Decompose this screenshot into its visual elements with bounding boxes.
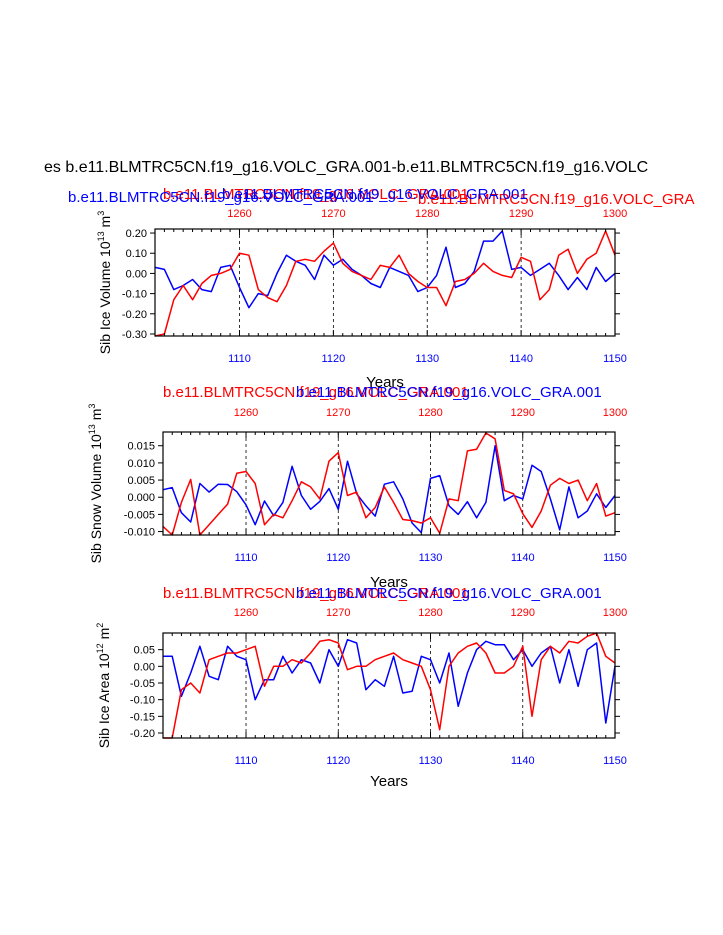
x-tick-label-bottom: 1120	[326, 552, 350, 564]
panel-title-red-overlap: b.e11.BLMTRC5CN.f19_g16.VOLC_GRA	[418, 191, 695, 208]
y-tick-label: -0.10	[130, 695, 155, 707]
x-axis-label: Years	[370, 773, 408, 790]
x-tick-label-bottom: 1150	[603, 353, 627, 365]
panel-2: b.e11.BLMTRC5CN.f19_g16.VOLC_GRA.001b.e1…	[87, 384, 627, 591]
x-tick-label-bottom: 1150	[603, 552, 627, 564]
x-tick-label-bottom: 1130	[419, 755, 443, 767]
x-tick-label-top: 1290	[511, 407, 535, 419]
plot-frame	[162, 431, 616, 536]
x-tick-label-top: 1280	[415, 208, 439, 220]
x-tick-label-top: 1260	[227, 208, 251, 220]
figure-title: es b.e11.BLMTRC5CN.f19_g16.VOLC_GRA.001-…	[44, 159, 648, 176]
x-tick-label-bottom: 1130	[415, 353, 439, 365]
panel-title-blue: b.e11.BLMTRC5CN.f19_g16.VOLC_GRA.001	[296, 384, 602, 401]
plot-frame	[154, 228, 616, 337]
x-tick-label-top: 1280	[418, 407, 442, 419]
x-tick-label-bottom: 1140	[509, 353, 533, 365]
x-axis-label: Years	[366, 374, 404, 391]
x-tick-label-bottom: 1140	[511, 552, 535, 564]
x-tick-label-top: 1290	[509, 208, 533, 220]
y-tick-label: -0.05	[130, 678, 155, 690]
y-tick-label: -0.20	[130, 728, 155, 740]
x-tick-label-bottom: 1110	[235, 552, 258, 564]
y-tick-label: 0.20	[126, 228, 147, 240]
y-axis-label: Sib Ice Area 1012 m2	[95, 623, 112, 749]
x-tick-label-top: 1300	[603, 607, 627, 619]
series-line-blue	[162, 444, 616, 534]
x-tick-label-top: 1290	[511, 607, 535, 619]
y-tick-label: -0.010	[124, 527, 155, 539]
panel-title-red: b.e11.BLMTRC5CN.f19_g16.VOLC_GRA.001	[163, 186, 469, 203]
panels: b.e11.BLMTRC5CN.f19_g16.VOLC_GRA.001b.e1…	[68, 186, 695, 790]
panel-title-blue: b.e11.BLMTRC5CN.f19_g16.VOLC_GRA.001	[296, 585, 602, 602]
series-line-blue	[154, 230, 616, 309]
y-tick-label: 0.005	[127, 475, 155, 487]
series-line-blue	[163, 638, 616, 724]
x-tick-label-bottom: 1130	[419, 552, 443, 564]
panel-1: b.e11.BLMTRC5CN.f19_g16.VOLC_GRA.001b.e1…	[68, 186, 695, 391]
x-tick-label-bottom: 1120	[326, 755, 350, 767]
y-axis-label: Sib Snow Volume 1013 m3	[87, 404, 104, 564]
x-axis-label: Years	[370, 574, 408, 591]
y-tick-label: -0.15	[130, 711, 155, 723]
y-tick-label: 0.05	[134, 645, 155, 657]
panel-title-blue-overlap: b.e11.BLMTRC5CN.f19_g16.VOLC_GRA.001	[222, 186, 528, 203]
y-tick-label: 0.00	[126, 268, 147, 280]
x-tick-label-bottom: 1110	[228, 353, 251, 365]
series-line-red	[162, 432, 616, 536]
y-tick-label: 0.010	[127, 458, 155, 470]
x-tick-label-top: 1270	[326, 607, 350, 619]
x-tick-label-top: 1260	[234, 407, 258, 419]
panel-3: b.e11.BLMTRC5CN.f19_g16.VOLC_GRA.001b.e1…	[95, 585, 627, 790]
x-tick-label-bottom: 1150	[603, 755, 627, 767]
y-tick-label: 0.015	[127, 441, 155, 453]
y-tick-label: -0.30	[122, 329, 147, 341]
y-tick-label: -0.005	[124, 509, 155, 521]
y-tick-label: -0.20	[122, 309, 147, 321]
x-tick-label-bottom: 1140	[511, 755, 535, 767]
x-tick-label-top: 1270	[321, 208, 345, 220]
y-tick-label: 0.10	[126, 248, 147, 260]
series-line-red	[163, 632, 616, 739]
x-tick-label-bottom: 1120	[322, 353, 346, 365]
y-tick-label: 0.00	[134, 661, 155, 673]
panel-title-red: b.e11.BLMTRC5CN.f19_g16.VOLC_GRA.001	[163, 384, 469, 401]
x-tick-label-bottom: 1110	[235, 755, 258, 767]
x-tick-label-top: 1260	[234, 607, 258, 619]
series-line-red	[154, 230, 616, 337]
y-tick-label: 0.000	[127, 492, 155, 504]
x-tick-label-top: 1300	[603, 208, 627, 220]
x-tick-label-top: 1300	[603, 407, 627, 419]
panel-title-red: b.e11.BLMTRC5CN.f19_g16.VOLC_GRA.001	[163, 585, 469, 602]
x-tick-label-top: 1270	[326, 407, 350, 419]
plot-frame	[162, 632, 616, 739]
panel-title-blue: b.e11.BLMTRC5CN.f19_g16.VOLC_GRA.001	[68, 189, 374, 206]
x-tick-label-top: 1280	[418, 607, 442, 619]
y-axis-label: Sib Ice Volume 1013 m3	[96, 211, 113, 354]
y-tick-label: -0.10	[122, 289, 147, 301]
